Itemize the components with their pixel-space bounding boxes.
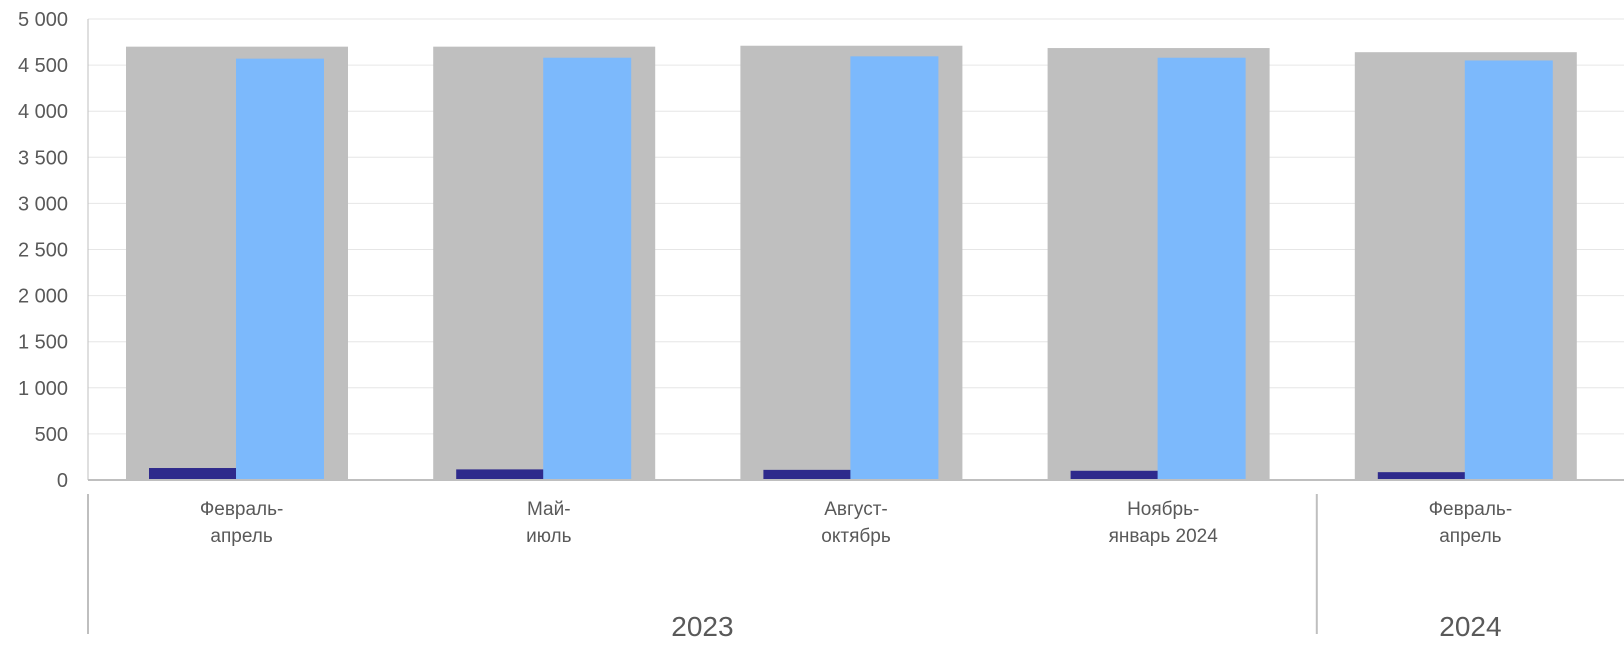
category-label-line2: апрель	[1439, 526, 1501, 547]
bar-light	[850, 56, 939, 480]
axes	[87, 19, 1624, 481]
group-label: 2024	[1439, 611, 1501, 642]
y-tick-label: 4 500	[18, 55, 68, 77]
category-label-line1: Ноябрь-	[1127, 499, 1199, 520]
y-tick-label: 1 500	[18, 332, 68, 354]
bar-dark	[149, 468, 237, 480]
category-label-line1: Август-	[824, 499, 888, 520]
bar-dark	[1070, 470, 1159, 480]
category-label-line1: Май-	[527, 499, 571, 520]
category-label-line2: апрель	[210, 526, 272, 547]
category-label-line1: Февраль-	[1429, 499, 1513, 520]
category-label-line2: январь 2024	[1109, 526, 1219, 547]
bars	[126, 45, 1577, 481]
category-label-line2: октябрь	[821, 526, 891, 547]
y-tick-label: 1 000	[18, 378, 68, 400]
category-label-line2: июль	[526, 526, 572, 547]
bar-light	[1464, 60, 1553, 481]
y-tick-label: 2 500	[18, 240, 68, 262]
y-tick-label: 0	[57, 470, 68, 492]
y-tick-label: 2 000	[18, 286, 68, 308]
x-axis-categories: Февраль-апрель Май-июль Август-октябрь Нояб…	[200, 499, 1512, 547]
category-label-line1: Февраль-	[200, 499, 284, 520]
y-tick-label: 500	[35, 424, 68, 446]
y-axis-ticks: 0 500 1 000 1 500 2 000 2 500 3 000 3 500 4 000 4…	[18, 9, 68, 492]
bar-dark	[763, 469, 852, 480]
y-tick-label: 3 000	[18, 193, 68, 215]
bar-dark	[1377, 472, 1466, 480]
bar-dark	[456, 469, 545, 480]
y-tick-label: 3 500	[18, 147, 68, 169]
y-tick-label: 4 000	[18, 101, 68, 123]
y-tick-label: 5 000	[18, 9, 68, 31]
x-axis-groups: 2023 2024	[87, 494, 1502, 642]
bar-light	[236, 58, 324, 481]
bar-light	[1157, 57, 1246, 480]
group-label: 2023	[671, 611, 733, 642]
bar-light	[543, 57, 632, 480]
